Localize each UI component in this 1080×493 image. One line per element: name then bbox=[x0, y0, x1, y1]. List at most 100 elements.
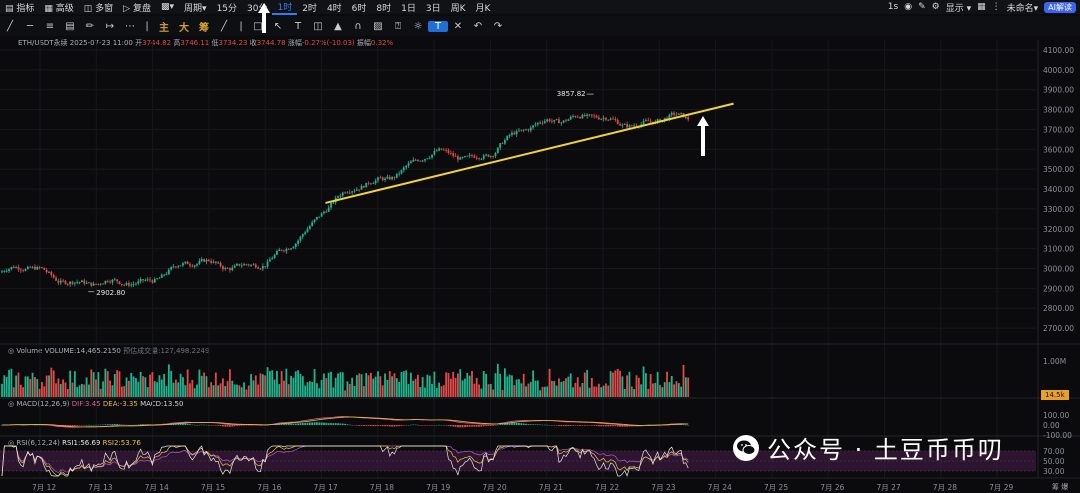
large-order-button[interactable]: 大 bbox=[179, 22, 189, 34]
more-icon[interactable]: ⋮ bbox=[991, 2, 1001, 12]
macd-histogram-bar bbox=[311, 422, 314, 425]
volume-bar bbox=[57, 378, 60, 397]
candle-body bbox=[515, 131, 518, 135]
camera-icon[interactable]: ◉ bbox=[904, 2, 913, 12]
period-label: 周期 bbox=[184, 3, 203, 14]
refresh-rate-button[interactable]: 1s bbox=[887, 2, 899, 12]
macd-histogram-bar bbox=[398, 425, 401, 427]
layout-name-button[interactable]: 未命名▾ bbox=[1006, 3, 1039, 14]
volume-bar bbox=[454, 377, 457, 397]
fib-tool-icon[interactable]: ▤ bbox=[65, 20, 75, 32]
settings-icon[interactable]: ⚙ bbox=[931, 2, 940, 12]
volume-bar bbox=[536, 380, 539, 397]
alert-icon[interactable]: ⍰ bbox=[395, 20, 401, 32]
lock-icon[interactable]: ▨ bbox=[373, 20, 383, 32]
ai-analysis-button[interactable]: AI解读 bbox=[1044, 1, 1076, 13]
text-tool-icon[interactable]: T bbox=[294, 20, 302, 32]
volume-bar bbox=[363, 386, 365, 397]
macd-histogram-bar bbox=[525, 423, 527, 425]
volume-bar bbox=[365, 373, 368, 397]
more-tools-icon[interactable]: ⋯ bbox=[125, 20, 135, 32]
position-tool-icon[interactable]: ▲ bbox=[334, 20, 342, 32]
hide-icon[interactable]: ☼ bbox=[413, 20, 423, 32]
macd-histogram-bar bbox=[294, 423, 297, 425]
interval-2h[interactable]: 2时 bbox=[302, 3, 317, 14]
candle-body bbox=[276, 251, 278, 255]
chart-type-button[interactable]: ▩▾ bbox=[160, 2, 175, 12]
line-tool-icon[interactable]: ╱ bbox=[6, 20, 14, 32]
macd-histogram-bar bbox=[520, 423, 523, 425]
display-button[interactable]: 显示 ▾ bbox=[945, 3, 972, 14]
cursor-tool-icon[interactable]: ↖ bbox=[273, 20, 283, 32]
candle-body bbox=[496, 147, 499, 154]
candle-body bbox=[663, 117, 666, 121]
macd-histogram-bar bbox=[675, 423, 678, 425]
redo-icon[interactable]: ↷ bbox=[493, 20, 503, 32]
hline-tool-icon[interactable]: ─ bbox=[26, 20, 34, 32]
delete-icon[interactable]: ✕ bbox=[453, 20, 463, 32]
grid-icon[interactable]: ▦ bbox=[977, 2, 986, 12]
divider: | bbox=[239, 20, 243, 32]
macd-histogram-bar bbox=[649, 424, 652, 426]
main-indicator-button[interactable]: 主 bbox=[159, 22, 169, 34]
pen-tool-icon[interactable]: ✏ bbox=[85, 20, 95, 32]
candle-body bbox=[196, 263, 198, 266]
trendline bbox=[325, 102, 734, 204]
interval-30m[interactable]: 30分 bbox=[247, 3, 268, 14]
interval-3d[interactable]: 3日 bbox=[425, 3, 441, 14]
macd-histogram-bar bbox=[17, 424, 20, 426]
pattern-tool-icon[interactable]: ◫ bbox=[313, 20, 323, 32]
macd-pane bbox=[1, 416, 690, 428]
rectangle-tool-icon[interactable]: □ bbox=[253, 20, 263, 32]
magnet-icon[interactable]: ∩ bbox=[354, 20, 362, 32]
edit-icon[interactable]: ✎ bbox=[918, 2, 926, 12]
volume-bar bbox=[576, 377, 579, 397]
multi-window-button[interactable]: ◫ 多窗 bbox=[83, 3, 114, 14]
measure-tool-icon[interactable]: ↦ bbox=[105, 20, 115, 32]
macd-histogram-bar bbox=[609, 425, 612, 427]
bell-icon[interactable]: ◎ bbox=[8, 400, 15, 408]
replay-button[interactable]: ▷ 复盘 bbox=[123, 3, 151, 14]
interval-month[interactable]: 月K bbox=[475, 3, 491, 14]
candle-body bbox=[118, 281, 121, 285]
interval-15m[interactable]: 15分 bbox=[216, 3, 238, 14]
candle-body bbox=[50, 271, 53, 276]
candle-body bbox=[5, 271, 8, 272]
volume-bar bbox=[562, 381, 565, 397]
interval-1d[interactable]: 1日 bbox=[401, 3, 416, 14]
candle-body bbox=[254, 264, 257, 268]
macd-histogram-bar bbox=[464, 425, 466, 428]
macd-histogram-bar bbox=[410, 424, 412, 426]
eye-icon[interactable]: ◎ bbox=[8, 347, 15, 355]
candle-body bbox=[318, 216, 321, 218]
macd-histogram-bar bbox=[297, 423, 299, 425]
advanced-button[interactable]: ▦ 高级 bbox=[44, 3, 74, 14]
rsi-label: RSI(6,12,24) bbox=[16, 439, 60, 447]
interval-week[interactable]: 周K bbox=[450, 3, 466, 14]
high-label: 高 bbox=[173, 39, 181, 47]
ruler-icon[interactable]: ╱ bbox=[220, 20, 228, 32]
macd-histogram-bar bbox=[123, 424, 126, 426]
period-button[interactable]: 周期▾ bbox=[184, 3, 207, 14]
indicators-button[interactable]: ▤ 指标 bbox=[5, 3, 35, 14]
channel-tool-icon[interactable]: ≡ bbox=[45, 20, 55, 32]
macd-histogram-bar bbox=[532, 424, 534, 425]
interval-4h[interactable]: 4时 bbox=[326, 3, 342, 14]
macd-histogram-bar bbox=[90, 424, 93, 426]
volume-bar bbox=[132, 376, 135, 397]
price-tick-label: 3400.00 bbox=[1043, 185, 1074, 194]
volume-bar bbox=[619, 370, 621, 397]
bell-icon[interactable]: ◎ bbox=[8, 439, 15, 447]
undo-icon[interactable]: ↶ bbox=[473, 20, 483, 32]
interval-8h[interactable]: 8时 bbox=[376, 3, 392, 14]
layout-name-label: 未命名 bbox=[1006, 3, 1034, 14]
volume-bar bbox=[553, 380, 556, 397]
interval-1h[interactable]: 1时 bbox=[272, 0, 298, 15]
macd-histogram-bar bbox=[19, 424, 22, 426]
macd-histogram-bar bbox=[247, 425, 250, 426]
selected-tool-icon[interactable]: T bbox=[428, 20, 448, 32]
candle-body bbox=[402, 167, 405, 171]
chip-distribution-button[interactable]: 筹 bbox=[199, 22, 209, 34]
interval-6h[interactable]: 6时 bbox=[351, 3, 367, 14]
